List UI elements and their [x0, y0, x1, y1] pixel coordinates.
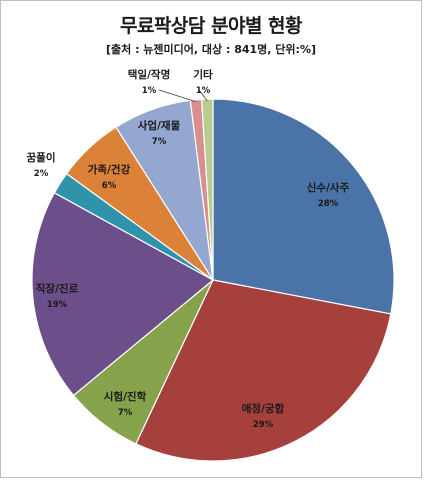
slice-value-label: 1% — [142, 86, 157, 96]
slice-label: 사업/재물 — [138, 119, 181, 132]
slice-value-label: 7% — [118, 408, 133, 418]
pie-slice — [135, 279, 392, 462]
pie-slice — [200, 98, 214, 281]
chart-title: 무료팍상담 분야별 현황 — [119, 15, 303, 37]
slice-label: 시험/진학 — [104, 390, 147, 403]
pie-slice — [31, 191, 215, 397]
pie-slice — [212, 98, 395, 315]
slice-label: 신수/사주 — [307, 181, 350, 194]
slice-value-label: 19% — [47, 300, 68, 310]
slice-value-label: 2% — [34, 169, 49, 179]
slice-value-label: 7% — [152, 137, 167, 147]
slice-label: 기타 — [193, 68, 213, 81]
leader-line — [198, 89, 208, 102]
leader-line — [158, 89, 197, 103]
slice-label: 직장/진로 — [36, 282, 79, 295]
slice-value-label: 6% — [102, 181, 117, 191]
slice-value-label: 28% — [318, 199, 339, 209]
slice-label: 가족/건강 — [88, 163, 131, 176]
slice-label: 애정/궁합 — [242, 402, 285, 415]
slice-value-label: 1% — [196, 86, 211, 96]
chart-subtitle: [출처 : 뉴젠미디어, 대상 : 841명, 단위:%] — [105, 43, 316, 56]
slice-label: 택일/작명 — [128, 68, 170, 81]
slice-value-label: 29% — [253, 420, 274, 430]
slice-label: 꿈풀이 — [27, 151, 56, 164]
